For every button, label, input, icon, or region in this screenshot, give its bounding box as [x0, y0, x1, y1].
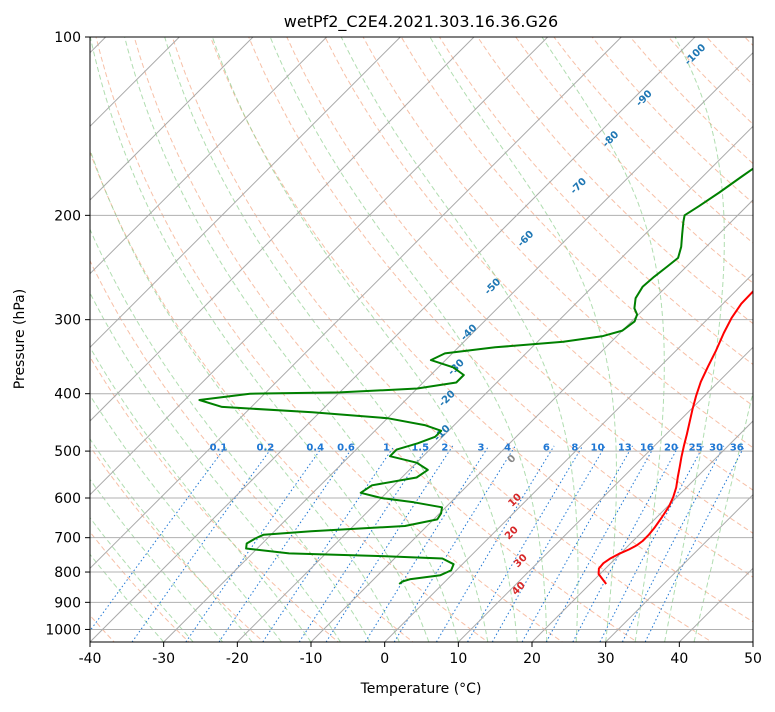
- mixing-ratio-label: 0.4: [306, 443, 324, 454]
- mixing-ratio-label: 0.1: [210, 443, 228, 454]
- mixing-ratio-label: 3: [478, 443, 485, 454]
- mixing-ratio-label: 20: [664, 443, 678, 454]
- y-tick-label: 500: [54, 444, 81, 460]
- mixing-ratio-label: 36: [730, 443, 744, 454]
- mixing-ratio-label: 30: [709, 443, 723, 454]
- mixing-ratio-label: 10: [591, 443, 605, 454]
- chart-title: wetPf2_C2E4.2021.303.16.36.G26: [284, 12, 558, 32]
- x-tick-label: 50: [744, 651, 762, 667]
- mixing-ratio-label: 16: [640, 443, 654, 454]
- y-tick-label: 100: [54, 30, 81, 46]
- mixing-ratio-label: 25: [689, 443, 703, 454]
- mixing-ratio-label: 0.2: [256, 443, 274, 454]
- x-tick-label: 10: [449, 651, 467, 667]
- x-tick-label: 40: [670, 651, 688, 667]
- x-tick-label: -10: [300, 651, 323, 667]
- x-tick-label: -30: [152, 651, 175, 667]
- x-tick-label: -40: [79, 651, 102, 667]
- y-tick-label: 800: [54, 565, 81, 581]
- mixing-ratio-label: 2: [441, 443, 448, 454]
- y-tick-label: 1000: [45, 622, 81, 638]
- y-axis-label: Pressure (hPa): [12, 289, 28, 389]
- x-tick-label: 0: [380, 651, 389, 667]
- mixing-ratio-label: 13: [618, 443, 632, 454]
- x-tick-label: -20: [226, 651, 249, 667]
- y-tick-label: 900: [54, 595, 81, 611]
- mixing-ratio-label: 4: [504, 443, 511, 454]
- mixing-ratio-label: 6: [543, 443, 550, 454]
- x-tick-label: 30: [597, 651, 615, 667]
- x-axis-label: Temperature (°C): [360, 681, 482, 697]
- x-tick-label: 20: [523, 651, 541, 667]
- y-tick-label: 300: [54, 313, 81, 329]
- y-tick-label: 200: [54, 208, 81, 224]
- y-tick-label: 600: [54, 491, 81, 507]
- mixing-ratio-label: 1: [383, 443, 390, 454]
- mixing-ratio-label: 8: [571, 443, 578, 454]
- y-tick-label: 400: [54, 387, 81, 403]
- mixing-ratio-label: 0.6: [337, 443, 355, 454]
- y-tick-label: 700: [54, 531, 81, 547]
